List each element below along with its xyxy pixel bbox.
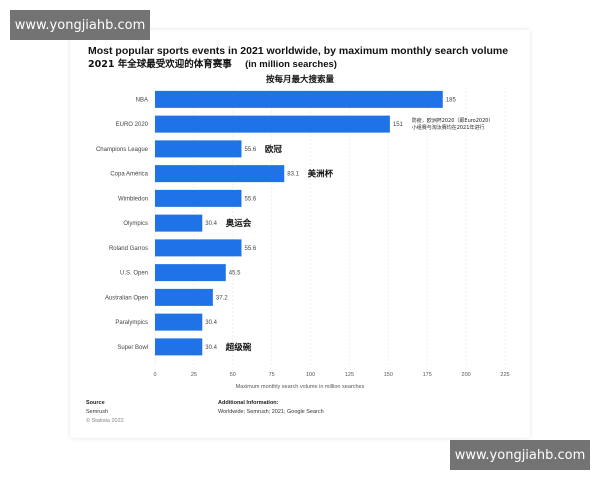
category-label: Australian Open [105, 295, 148, 301]
x-tick-label: 200 [462, 372, 471, 378]
chart-title-cn: 2021 年全球最受欢迎的体育赛事 (in million searches) [88, 58, 518, 72]
info-text: Worldwide; Semrush; 2021; Google Search [218, 409, 324, 415]
chart-unit: (in million searches) [245, 59, 337, 70]
x-tick-label: 125 [345, 372, 354, 378]
x-axis-label: Maximum monthly search volume in million… [236, 384, 365, 390]
bar [155, 288, 213, 306]
value-label: 37.2 [216, 295, 228, 301]
value-label: 185 [446, 97, 457, 103]
x-tick-label: 50 [230, 372, 236, 378]
value-label: 30.4 [205, 320, 217, 326]
bar [155, 115, 390, 133]
watermark-top: www.yongjiahb.com [10, 10, 150, 40]
value-label: 55.6 [244, 246, 256, 252]
category-label: Olympics [123, 221, 148, 227]
annotation-note: 小组赛与淘汰赛均在2021年进行 [412, 124, 485, 131]
value-label: 30.4 [205, 345, 217, 351]
category-label: Copa América [110, 172, 148, 178]
chart-title-cn-text: 2021 年全球最受欢迎的体育赛事 [88, 59, 232, 70]
annotation-note: 防疫，欧洲杯2020（即Euro2020） [412, 117, 494, 124]
source-name: Semrush [86, 409, 109, 415]
category-label: EURO 2020 [116, 122, 149, 128]
bar-chart: NBA 185 EURO 2020 151 Champions League 55.6 Co… [96, 87, 510, 390]
chart-card: Most popular sports events in 2021 world… [70, 30, 530, 438]
watermark-bottom: www.yongjiahb.com [450, 440, 590, 470]
x-tick-label: 0 [153, 372, 156, 378]
chart-subtitle-cn: 按每月最大搜索量 [266, 75, 335, 85]
annotation-label: 美洲杯 [308, 169, 334, 180]
x-tick-label: 75 [269, 372, 275, 378]
chart-title: Most popular sports events in 2021 world… [88, 45, 509, 57]
info-title: Additional Information: [218, 400, 279, 406]
value-label: 83.1 [287, 172, 299, 178]
value-label: 55.6 [244, 196, 256, 202]
category-label: Paralympics [115, 320, 148, 326]
x-tick-label: 225 [500, 372, 509, 378]
category-label: Wimbledon [118, 196, 148, 202]
category-label: Champions League [96, 147, 149, 153]
bar [155, 264, 226, 282]
value-label: 45.5 [229, 271, 241, 277]
annotation-label: 奥运会 [225, 218, 252, 229]
bar [155, 140, 242, 158]
bar [155, 313, 203, 331]
annotation-label: 超级碗 [225, 342, 252, 353]
copyright: © Statista 2022 [86, 418, 124, 424]
category-label: Super Bowl [117, 345, 148, 351]
value-label: 55.6 [244, 147, 256, 153]
x-tick-label: 175 [423, 372, 432, 378]
value-label: 30.4 [205, 221, 217, 227]
bar [155, 189, 242, 207]
bar [155, 165, 285, 183]
bar [155, 214, 203, 232]
bar [155, 239, 242, 257]
x-tick-label: 150 [384, 372, 393, 378]
source-title: Source [86, 400, 105, 406]
category-label: Roland Garros [109, 246, 148, 252]
x-tick-label: 25 [191, 372, 197, 378]
category-label: NBA [136, 97, 148, 103]
x-tick-label: 100 [306, 372, 315, 378]
value-label: 151 [393, 122, 404, 128]
category-label: U.S. Open [120, 271, 148, 277]
annotation-label: 欧冠 [265, 144, 283, 155]
bar [155, 90, 443, 108]
bar [155, 338, 203, 356]
